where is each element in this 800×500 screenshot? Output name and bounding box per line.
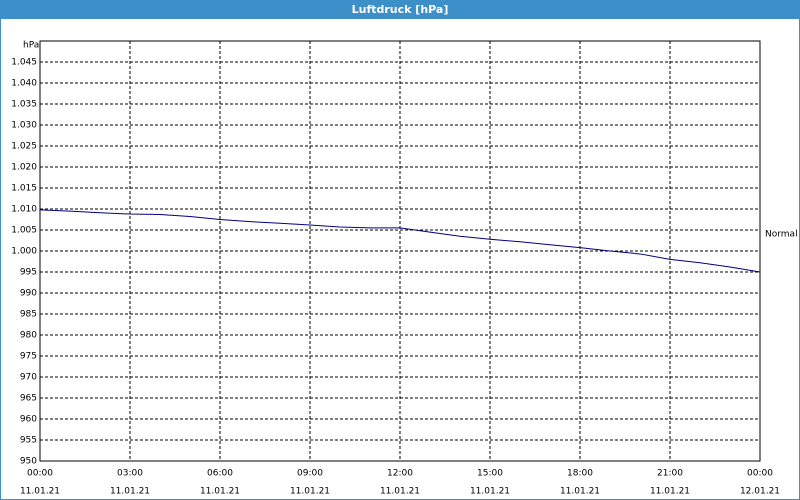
y-tick-label: 1.020 [11, 163, 37, 173]
x-tick-date: 11.01.21 [470, 487, 510, 497]
x-tick-date: 11.01.21 [560, 487, 600, 497]
y-tick-label: 950 [20, 457, 37, 467]
y-tick-label: 1.025 [11, 142, 37, 152]
x-tick-label: 03:00 [117, 469, 143, 479]
chart: hPa 950 955 960 965 970 975 980 985 990 995 1.000 1.… [11, 40, 798, 497]
x-tick-label: 00:00 [747, 469, 773, 479]
x-tick-date: 11.01.21 [650, 487, 690, 497]
x-tick-date: 11.01.21 [110, 487, 150, 497]
y-tick-label: 985 [20, 310, 37, 320]
x-tick-label: 21:00 [657, 469, 683, 479]
x-tick-label: 12:00 [387, 469, 413, 479]
y-tick-label: 960 [20, 415, 37, 425]
x-tick-date: 11.01.21 [20, 487, 60, 497]
x-tick-label: 00:00 [27, 469, 53, 479]
y-tick-label: 1.000 [11, 247, 37, 257]
y-tick-label: 1.015 [11, 184, 37, 194]
y-tick-label: 1.045 [11, 58, 37, 68]
y-tick-label: 1.010 [11, 205, 37, 215]
y-tick-label: 965 [20, 394, 37, 404]
x-tick-date: 11.01.21 [290, 487, 330, 497]
y-tick-label: 970 [20, 373, 37, 383]
x-tick-date: 12.01.21 [740, 487, 780, 497]
x-tick-label: 06:00 [207, 469, 233, 479]
x-tick-date: 11.01.21 [380, 487, 420, 497]
title-bar: Luftdruck [hPa] [1, 1, 799, 19]
y-tick-label: 995 [20, 268, 37, 278]
y-tick-label: 1.005 [11, 226, 37, 236]
x-tick-label: 09:00 [297, 469, 323, 479]
y-tick-label: 990 [20, 289, 37, 299]
y-tick-label: 1.030 [11, 121, 37, 131]
data-line [39, 209, 761, 273]
y-unit: hPa [23, 41, 39, 51]
y-tick-label: 1.040 [11, 79, 37, 89]
x-tick-label: 18:00 [567, 469, 593, 479]
legend-entry: Normal [765, 230, 798, 240]
y-tick-label: 975 [20, 352, 37, 362]
y-tick-label: 955 [20, 436, 37, 446]
x-tick-date: 11.01.21 [200, 487, 240, 497]
x-tick-label: 15:00 [477, 469, 503, 479]
y-tick-label: 980 [20, 331, 37, 341]
y-tick-label: 1.035 [11, 100, 37, 110]
